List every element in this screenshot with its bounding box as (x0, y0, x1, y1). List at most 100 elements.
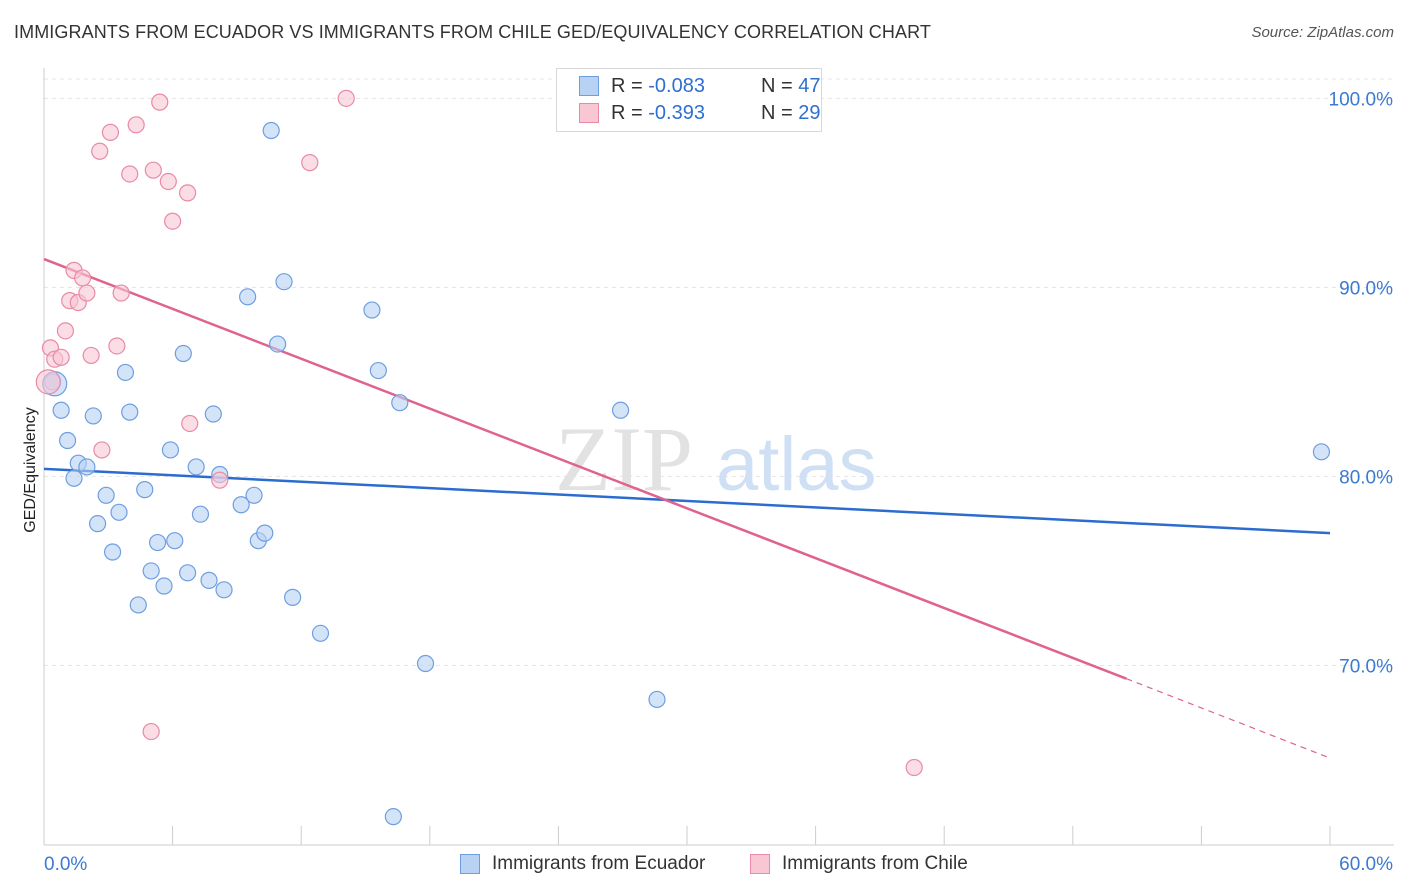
legend-swatch-ecuador (579, 76, 599, 96)
chile-point (127, 116, 145, 134)
x-tick-label: 0.0% (44, 854, 87, 875)
legend-r-label: R = (611, 101, 643, 124)
legend-n-label: N = (761, 101, 793, 124)
trendlines (43, 257, 1331, 759)
ecuador-point (200, 571, 218, 589)
source-label: Source: ZipAtlas.com (1251, 24, 1394, 41)
axes (43, 68, 1394, 846)
y-tick-label: 80.0% (1339, 467, 1393, 488)
legend-n-label: N = (761, 74, 793, 97)
ecuador-point (148, 533, 167, 552)
y-tick-label: 70.0% (1339, 656, 1393, 677)
ecuador-point (187, 458, 205, 476)
x-tick-labels: 0.0% 60.0% (44, 854, 1393, 875)
correlation-legend: R = -0.083 N = 47 R = -0.393 N = 29 (556, 68, 822, 132)
chile-point (337, 89, 355, 107)
ecuador-point (179, 564, 197, 582)
legend-swatch-chile (579, 103, 599, 123)
chile-point (52, 348, 70, 366)
legend-row-chile: R = -0.393 N = 29 (579, 100, 821, 126)
bottom-legend-label-chile: Immigrants from Chile (782, 853, 968, 874)
chile-point (142, 722, 160, 741)
y-tick-labels: 70.0% 80.0% 90.0% 100.0% (1329, 89, 1394, 677)
chile-point (144, 161, 162, 179)
x-tick-label: 60.0% (1339, 854, 1393, 875)
ecuador-point (369, 361, 387, 380)
ecuador-point (103, 543, 122, 561)
chile-point (905, 758, 923, 777)
y-axis-label: GED/Equivalency (22, 407, 39, 533)
y-tick-label: 100.0% (1329, 89, 1394, 110)
chile-point (101, 123, 120, 141)
ecuador-point (245, 486, 263, 504)
ecuador-point (191, 505, 210, 523)
trendline-chile (43, 257, 1127, 680)
chile-point (301, 154, 319, 172)
ecuador-point (116, 363, 135, 382)
watermark: ZIP atlas (555, 408, 877, 510)
ecuador-point (648, 690, 666, 709)
ecuador-point (239, 288, 257, 306)
ecuador-point (1312, 443, 1331, 461)
chile-point (181, 414, 199, 433)
trendline-chile-extension (1126, 678, 1331, 759)
ecuador-point (65, 469, 83, 487)
ecuador-point (204, 405, 222, 423)
chile-point (82, 346, 100, 365)
grid-lines (44, 78, 1394, 666)
ecuador-point (262, 121, 280, 140)
bottom-legend-chile: Immigrants from Chile (750, 852, 968, 876)
ecuador-point (174, 344, 192, 363)
ecuador-point (52, 401, 70, 419)
chile-point (108, 337, 126, 355)
legend-row-ecuador: R = -0.083 N = 47 (579, 73, 821, 99)
legend-n-value-ecuador: 47 (798, 74, 821, 97)
ecuador-point (88, 515, 107, 533)
chile-point (78, 284, 96, 302)
ecuador-point (284, 588, 302, 606)
ecuador-point (78, 458, 96, 476)
ecuador-point (611, 401, 630, 419)
bottom-legend-swatch-chile (750, 854, 770, 874)
legend-r-value-ecuador: -0.083 (648, 74, 705, 97)
ecuador-point (311, 624, 330, 642)
chile-point (35, 369, 61, 395)
chile-point (73, 269, 92, 287)
chile-point (179, 184, 197, 202)
ecuador-point (275, 273, 293, 291)
chile-point (159, 172, 177, 191)
chile-point (121, 165, 139, 183)
legend-n-value-chile: 29 (798, 101, 821, 124)
ecuador-point (121, 403, 139, 421)
ecuador-point (136, 481, 154, 499)
ecuador-point (129, 596, 147, 614)
ecuador-point (84, 407, 102, 425)
chart-title: IMMIGRANTS FROM ECUADOR VS IMMIGRANTS FR… (14, 22, 931, 42)
chile-point (56, 322, 75, 340)
watermark-atlas: atlas (716, 422, 877, 507)
ecuador-point (363, 301, 381, 319)
ecuador-point (256, 524, 274, 542)
ecuador-point (384, 808, 402, 826)
ecuador-point (166, 532, 184, 550)
trendline-ecuador (43, 467, 1331, 535)
legend-r-label: R = (611, 74, 643, 97)
ecuador-point (269, 335, 287, 353)
legend-r-value-chile: -0.393 (648, 101, 705, 124)
ecuador-point (391, 394, 409, 412)
chile-point (211, 471, 229, 489)
chile-point (112, 284, 130, 302)
ecuador-point (97, 486, 115, 504)
chile-point (151, 93, 169, 111)
ecuador-point (110, 503, 128, 521)
watermark-zip: ZIP (555, 408, 693, 510)
bottom-legend-label-ecuador: Immigrants from Ecuador (492, 853, 706, 874)
data-points (35, 89, 1331, 826)
ecuador-point (58, 431, 77, 450)
y-tick-label: 90.0% (1339, 278, 1393, 299)
ecuador-point (155, 577, 173, 595)
ecuador-point (142, 562, 160, 580)
ecuador-point (161, 441, 180, 459)
chile-point (93, 441, 111, 459)
